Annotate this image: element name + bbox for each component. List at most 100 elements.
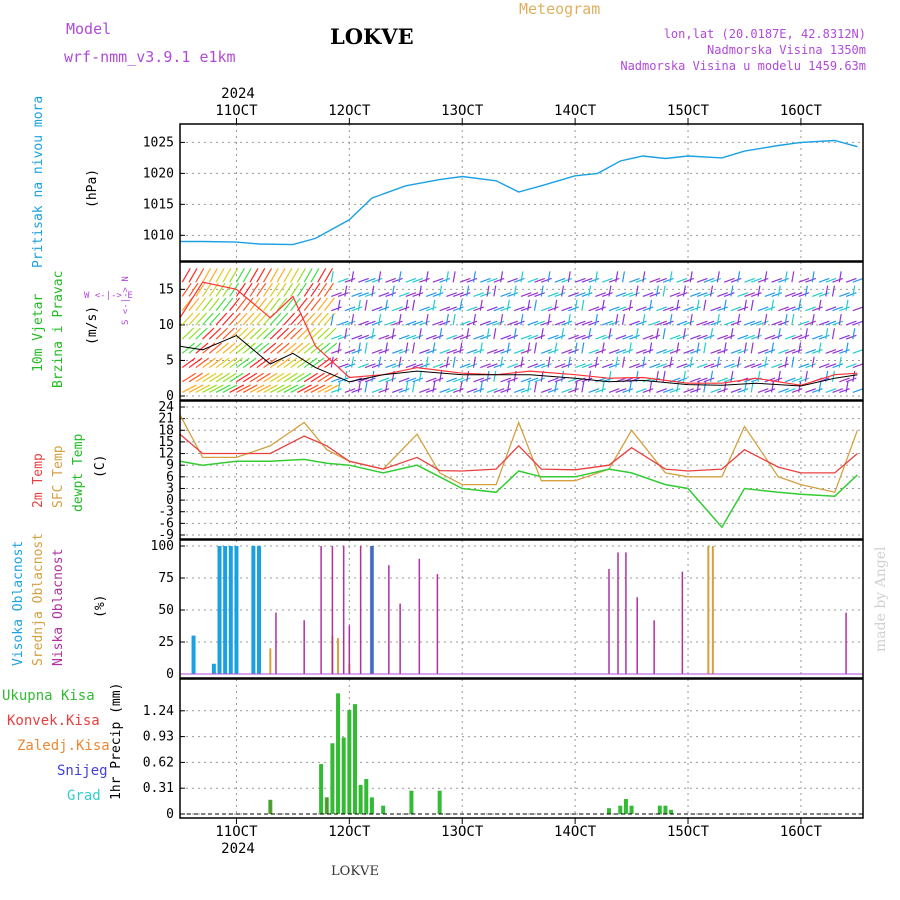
wind-barb (303, 268, 313, 283)
wind-barb (392, 306, 403, 312)
wind-barb (669, 306, 681, 312)
wind-panel: 10m Vjetar Brzina i Pravac (m/s) W <-|->… (31, 271, 133, 388)
wind-barb (459, 334, 471, 340)
wind-barb (595, 292, 606, 298)
wind-barb (629, 277, 640, 283)
wind-barb (723, 334, 735, 340)
wind-barb (554, 299, 558, 311)
wind-barb (215, 342, 229, 354)
wind-barb (283, 342, 297, 354)
wind-barb (229, 312, 241, 326)
wind-barb (852, 349, 864, 354)
total-precip-bar (319, 764, 324, 814)
wind-barb (635, 320, 647, 326)
wind-barb (337, 381, 341, 393)
wind-barb (215, 312, 228, 326)
wind-barb (581, 320, 593, 326)
wind-barb (486, 349, 498, 354)
wind-barb (385, 334, 397, 340)
wind-barb (324, 357, 338, 369)
low-cloud-bar (681, 571, 684, 674)
wind-barb (608, 320, 620, 326)
wind-barb (208, 312, 221, 326)
wind-barb (229, 342, 243, 354)
wind-barb (690, 306, 701, 312)
wind-barb (412, 292, 424, 298)
wind-barb (703, 377, 715, 383)
wind-barb (743, 342, 747, 354)
wind-barb (669, 313, 673, 325)
wind-barb (791, 271, 795, 283)
wind-barb (554, 292, 566, 298)
wind-barb (317, 372, 332, 383)
temp-ytick-label: 21 (158, 412, 174, 427)
wind-barb (235, 297, 247, 312)
wind-barb (703, 299, 707, 311)
wind-barb (472, 313, 477, 325)
wind-barb (500, 388, 512, 394)
low-cloud-bar (845, 612, 847, 674)
wind-barb (717, 349, 728, 354)
wind-barb (283, 327, 296, 340)
wind-barb (541, 320, 552, 326)
wind-barb (642, 334, 654, 340)
wind-barb (662, 277, 674, 283)
wind-barb (710, 285, 714, 297)
wind-barb (852, 388, 864, 394)
wind-barb (317, 357, 332, 369)
wind-barb (723, 342, 727, 354)
mid-cloud-bar (707, 546, 710, 674)
wind-barb (507, 334, 518, 340)
wind-barb (784, 271, 788, 283)
wind-barb (208, 342, 222, 354)
wind-barb (290, 384, 306, 393)
wind-barb (757, 363, 769, 369)
wind-barb (804, 370, 808, 382)
wind-barb (398, 334, 410, 340)
wind-barb (784, 377, 796, 383)
wind-barb (229, 384, 245, 393)
wind-barb (480, 377, 491, 383)
low-cloud-bar (331, 546, 334, 674)
wind-barb (595, 349, 606, 354)
wind-barb (656, 320, 667, 326)
wind-barb (256, 357, 271, 369)
wind-barb (574, 320, 586, 326)
wind-title-2: Brzina i Pravac (51, 271, 66, 388)
wind-barb (188, 297, 200, 312)
panel-frames (180, 124, 863, 818)
wind-barb (181, 282, 192, 297)
wind-barb (730, 306, 742, 312)
meteogram-label: Meteogram (519, 0, 600, 18)
wind-barb (263, 357, 277, 369)
wind-barb (845, 377, 857, 383)
temp-ytick-label: 12 (158, 447, 174, 462)
temp-ytick-label: 3 (166, 481, 174, 496)
mid-cloud-bar (269, 648, 272, 674)
wind-barb (629, 363, 640, 369)
wind-barb (459, 342, 463, 354)
wind-barb (385, 377, 397, 383)
wind-barb (764, 271, 768, 283)
wind-barb (364, 342, 368, 354)
wind-barb (344, 328, 348, 340)
wind-barb (297, 357, 311, 369)
wind-barb (818, 363, 830, 369)
wind-barb (310, 312, 323, 326)
wind-barb (554, 381, 558, 393)
wind-barb (324, 282, 334, 297)
wind-barb (263, 384, 278, 393)
wind-barb (770, 299, 775, 311)
wind-barb (425, 306, 437, 312)
wind-barb (215, 372, 231, 383)
wind-barb (188, 312, 201, 326)
wind-barb (520, 334, 532, 340)
cloud-label-high: Visoka Oblacnost (11, 541, 26, 666)
wind-barb (554, 377, 566, 383)
wind-barb (317, 312, 329, 326)
wind-barb (181, 312, 194, 326)
wind-barb (500, 377, 512, 383)
wind-barb (446, 349, 457, 354)
wind-barb (723, 320, 735, 326)
wind-barb (411, 342, 416, 354)
